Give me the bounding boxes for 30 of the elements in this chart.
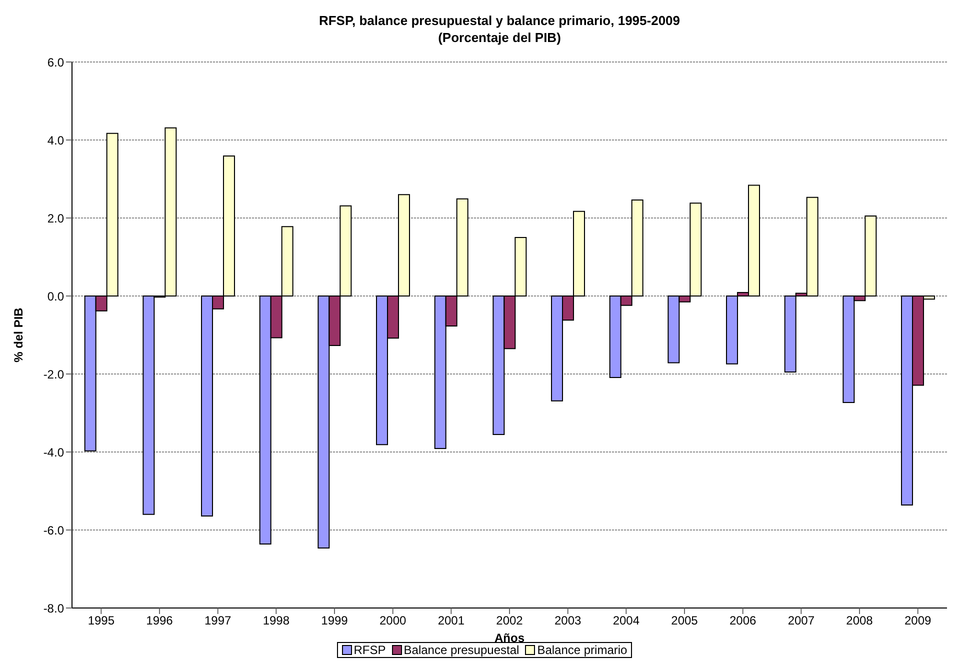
x-tick-label: 2003 bbox=[554, 614, 582, 628]
x-tick-label: 2002 bbox=[496, 614, 524, 628]
y-tick-label: -4.0 bbox=[43, 445, 64, 460]
chart-title: RFSP, balance presupuestal y balance primario, 1995-2009 bbox=[318, 12, 682, 29]
y-tick-label: -6.0 bbox=[43, 523, 64, 538]
x-tick-label: 1996 bbox=[146, 614, 174, 628]
x-tick-label: 2005 bbox=[671, 614, 698, 628]
x-tick-label: 2001 bbox=[438, 614, 465, 628]
chart-subtitle: (Porcentaje del PIB) bbox=[437, 29, 562, 46]
x-tick-label: 2006 bbox=[729, 614, 757, 628]
y-tick-label: 6.0 bbox=[47, 55, 64, 70]
legend-label: Balance primario bbox=[536, 643, 628, 657]
x-tick-label: 2007 bbox=[788, 614, 815, 628]
x-tick-label: 2000 bbox=[379, 614, 407, 628]
x-tick-label: 1995 bbox=[88, 614, 115, 628]
legend-label: RFSP bbox=[352, 643, 386, 657]
x-tick-label: 1997 bbox=[204, 614, 232, 628]
y-tick-label: 2.0 bbox=[47, 211, 64, 226]
x-tick-label: 2009 bbox=[904, 614, 932, 628]
x-tick-label: 1998 bbox=[262, 614, 290, 628]
y-tick-label: 4.0 bbox=[47, 133, 64, 148]
x-axis-title: Años bbox=[494, 631, 525, 645]
y-axis-title: % del PIB bbox=[11, 307, 26, 362]
y-tick-label: -8.0 bbox=[43, 601, 64, 616]
y-tick-label: -2.0 bbox=[43, 367, 64, 382]
x-tick-label: 2008 bbox=[846, 614, 874, 628]
x-tick-label: 2004 bbox=[612, 614, 640, 628]
legend-label: Balance presupuestal bbox=[402, 643, 520, 657]
y-tick-label: 0.0 bbox=[47, 289, 64, 304]
x-tick-label: 1999 bbox=[321, 614, 348, 628]
